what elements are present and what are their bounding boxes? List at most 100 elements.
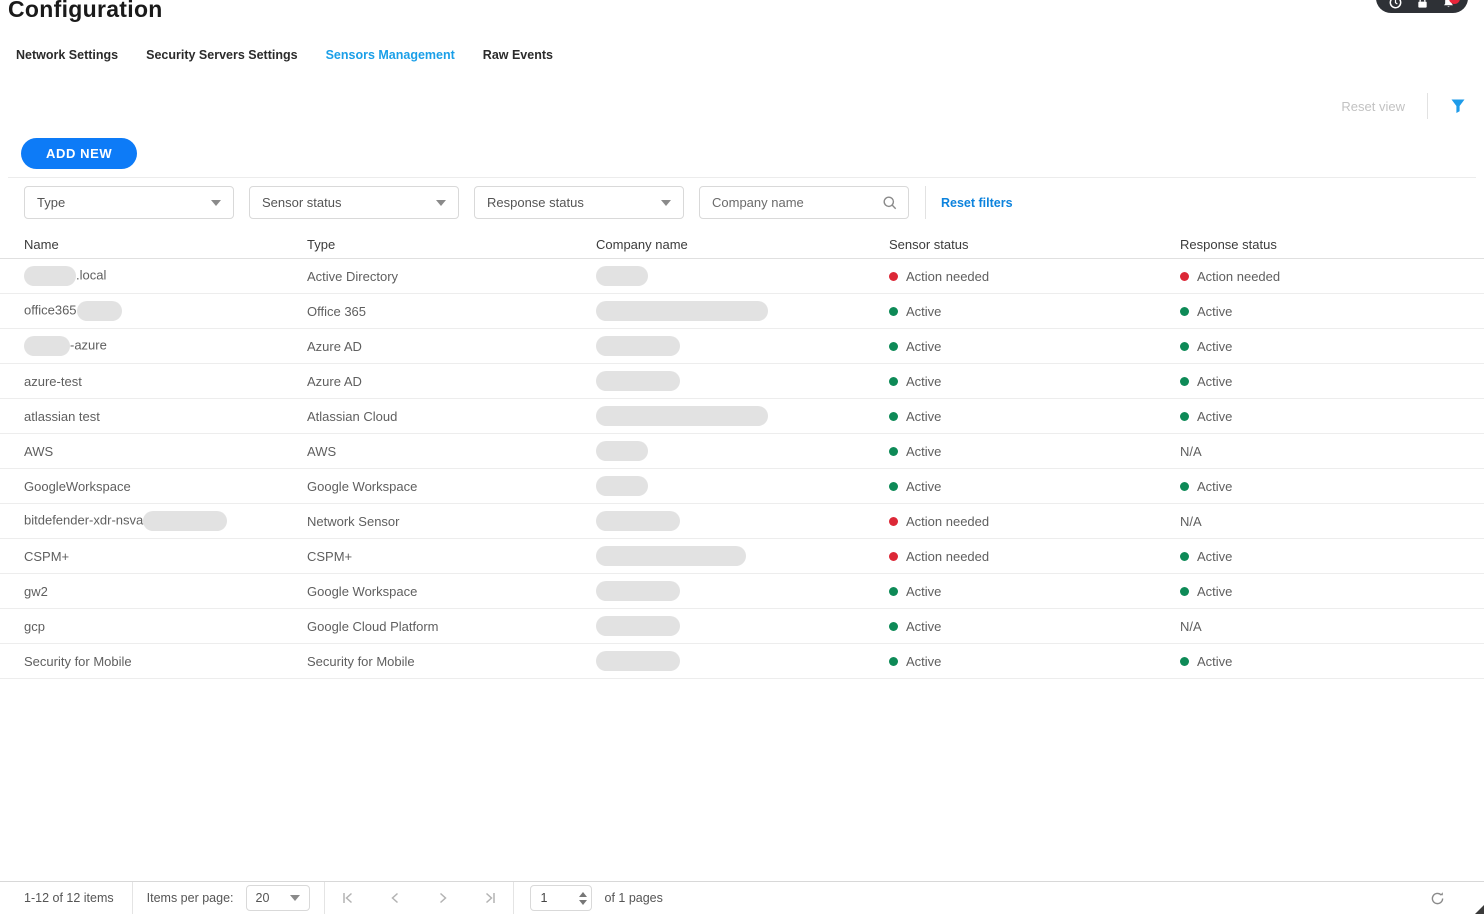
sensor-status-label: Active bbox=[906, 478, 942, 494]
tab-network-settings[interactable]: Network Settings bbox=[16, 48, 119, 62]
account-pill[interactable] bbox=[1376, 0, 1468, 13]
sensor-status: Active bbox=[889, 654, 1180, 669]
sensor-type: Azure AD bbox=[307, 373, 362, 389]
type-filter-select[interactable]: Type bbox=[24, 186, 234, 219]
table-row[interactable]: azure-test Azure AD Active Active bbox=[0, 364, 1484, 399]
redacted-text bbox=[596, 651, 680, 671]
clock-icon[interactable] bbox=[1389, 0, 1402, 9]
sensor-type: CSPM+ bbox=[307, 548, 353, 564]
company-name bbox=[596, 476, 889, 496]
table-row[interactable]: gw2 Google Workspace Active Active bbox=[0, 574, 1484, 609]
redacted-text bbox=[24, 266, 76, 286]
table-row[interactable]: AWS AWS Active N/A bbox=[0, 434, 1484, 469]
response-status: Action needed bbox=[1180, 269, 1484, 284]
company-name bbox=[596, 406, 889, 426]
sensor-status-label: Active bbox=[906, 303, 942, 319]
page-number-input[interactable] bbox=[540, 891, 569, 905]
status-dot bbox=[889, 586, 898, 596]
sensor-name: CSPM+ bbox=[24, 548, 70, 564]
sensors-table: Name Type Company name Sensor status Res… bbox=[0, 231, 1484, 679]
sensor-status-filter-select[interactable]: Sensor status bbox=[249, 186, 459, 219]
column-header-sensor-status[interactable]: Sensor status bbox=[889, 237, 969, 252]
response-status: Active bbox=[1180, 304, 1484, 319]
sensor-type: Google Cloud Platform bbox=[307, 618, 439, 634]
page-title: Configuration bbox=[8, 0, 163, 22]
resize-handle[interactable] bbox=[1475, 905, 1484, 914]
divider bbox=[1427, 93, 1428, 119]
table-row[interactable]: Security for Mobile Security for Mobile Ac… bbox=[0, 644, 1484, 679]
table-row[interactable]: bitdefender-xdr-nsva Network Sensor Action… bbox=[0, 504, 1484, 539]
company-name-search-input[interactable] bbox=[712, 195, 882, 210]
response-status: Active bbox=[1180, 339, 1484, 354]
table-row[interactable]: CSPM+ CSPM+ Action needed Active bbox=[0, 539, 1484, 574]
status-dot bbox=[889, 481, 898, 491]
chevron-down-icon bbox=[289, 895, 300, 901]
tab-security-servers-settings[interactable]: Security Servers Settings bbox=[146, 48, 298, 62]
table-row[interactable]: atlassian test Atlassian Cloud Active Activ… bbox=[0, 399, 1484, 434]
redacted-text bbox=[596, 441, 648, 461]
sensor-name: gw2 bbox=[24, 583, 48, 599]
table-row[interactable]: GoogleWorkspace Google Workspace Active Act… bbox=[0, 469, 1484, 504]
step-up-icon[interactable] bbox=[578, 891, 587, 897]
step-down-icon[interactable] bbox=[578, 899, 587, 905]
sensor-status: Active bbox=[889, 304, 1180, 319]
filter-funnel-icon[interactable] bbox=[1450, 98, 1466, 114]
response-status-label: Active bbox=[1197, 653, 1233, 669]
response-status-label: Active bbox=[1197, 548, 1233, 564]
response-status-filter-select[interactable]: Response status bbox=[474, 186, 684, 219]
table-row[interactable]: .local Active Directory Action needed Actio… bbox=[0, 259, 1484, 294]
column-header-company-name[interactable]: Company name bbox=[596, 237, 688, 252]
refresh-icon[interactable] bbox=[1429, 890, 1446, 907]
redacted-text bbox=[596, 616, 680, 636]
reset-filters-link[interactable]: Reset filters bbox=[941, 195, 1013, 210]
sensor-name: AWS bbox=[24, 443, 54, 459]
search-icon bbox=[882, 195, 898, 211]
response-status-label: N/A bbox=[1180, 618, 1202, 634]
chevron-down-icon bbox=[436, 199, 446, 206]
last-page-button[interactable] bbox=[466, 882, 513, 914]
notification-badge bbox=[1449, 0, 1460, 4]
add-new-button[interactable]: ADD NEW bbox=[21, 138, 138, 169]
table-header: Name Type Company name Sensor status Res… bbox=[0, 231, 1484, 259]
status-dot bbox=[889, 341, 898, 351]
page-number-stepper[interactable] bbox=[578, 891, 587, 905]
sensor-status: Active bbox=[889, 409, 1180, 424]
redacted-text bbox=[143, 511, 228, 531]
tab-raw-events[interactable]: Raw Events bbox=[482, 48, 553, 62]
items-per-page-select[interactable]: 20 bbox=[245, 885, 310, 911]
first-page-button[interactable] bbox=[325, 882, 372, 914]
sensor-name: office365 bbox=[24, 301, 307, 321]
status-dot bbox=[1180, 341, 1189, 351]
tab-sensors-management[interactable]: Sensors Management bbox=[325, 48, 455, 62]
table-row[interactable]: gcp Google Cloud Platform Active N/A bbox=[0, 609, 1484, 644]
total-pages-label: of 1 pages bbox=[604, 891, 663, 905]
sensor-status: Active bbox=[889, 444, 1180, 459]
reset-view-button[interactable]: Reset view bbox=[1341, 98, 1405, 114]
redacted-text bbox=[76, 301, 122, 321]
lock-icon[interactable] bbox=[1416, 0, 1429, 9]
divider bbox=[512, 882, 514, 914]
company-name bbox=[596, 616, 889, 636]
next-page-button[interactable] bbox=[419, 882, 466, 914]
divider bbox=[323, 882, 325, 914]
response-status: Active bbox=[1180, 549, 1484, 564]
column-header-name[interactable]: Name bbox=[24, 237, 59, 252]
status-dot bbox=[1180, 656, 1189, 666]
sensor-name: gcp bbox=[24, 618, 45, 634]
sensor-type: AWS bbox=[307, 443, 337, 459]
status-dot bbox=[889, 516, 898, 526]
response-status-label: Action needed bbox=[1197, 268, 1281, 284]
company-name bbox=[596, 546, 889, 566]
previous-page-button[interactable] bbox=[372, 882, 419, 914]
sensor-type: Google Workspace bbox=[307, 583, 418, 599]
column-header-response-status[interactable]: Response status bbox=[1180, 237, 1277, 252]
company-name-search bbox=[699, 186, 909, 219]
table-row[interactable]: -azure Azure AD Active Active bbox=[0, 329, 1484, 364]
response-status-label: Active bbox=[1197, 408, 1233, 424]
sensor-status-filter-label: Sensor status bbox=[262, 195, 342, 210]
response-status-label: Active bbox=[1197, 338, 1233, 354]
redacted-text bbox=[596, 476, 648, 496]
column-header-type[interactable]: Type bbox=[307, 237, 336, 252]
table-row[interactable]: office365 Office 365 Active Active bbox=[0, 294, 1484, 329]
redacted-text bbox=[596, 406, 768, 426]
